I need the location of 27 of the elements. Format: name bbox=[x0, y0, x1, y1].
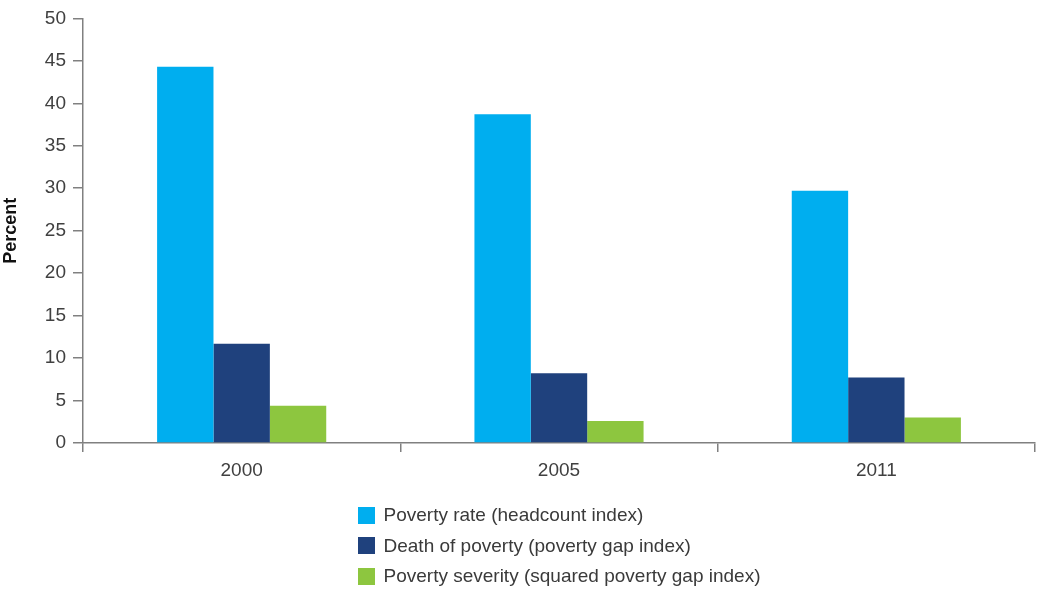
x-tick-label: 2000 bbox=[220, 458, 263, 480]
y-tick-label: 25 bbox=[44, 218, 66, 240]
legend-label: Death of poverty (poverty gap index) bbox=[383, 534, 691, 557]
bar bbox=[791, 190, 849, 443]
bar bbox=[848, 377, 905, 443]
bar bbox=[269, 405, 327, 443]
y-tick-label: 35 bbox=[44, 134, 66, 156]
x-tick-label: 2005 bbox=[537, 458, 581, 480]
x-tick-label: 2011 bbox=[855, 458, 897, 480]
bar bbox=[157, 66, 214, 443]
y-tick-label: 10 bbox=[44, 346, 66, 368]
y-tick-label: 30 bbox=[44, 176, 66, 198]
y-tick-label: 5 bbox=[55, 388, 66, 410]
bar bbox=[213, 343, 270, 443]
y-tick-label: 20 bbox=[44, 261, 66, 283]
bar bbox=[904, 417, 961, 443]
legend-label: Poverty rate (headcount index) bbox=[383, 504, 644, 527]
y-tick-label: 15 bbox=[44, 303, 66, 325]
bar bbox=[530, 373, 588, 443]
y-tick-label: 40 bbox=[44, 91, 66, 113]
bar bbox=[474, 114, 531, 443]
y-tick-label: 0 bbox=[55, 431, 66, 453]
legend-label: Poverty severity (squared poverty gap index) bbox=[383, 565, 761, 588]
bar bbox=[587, 420, 644, 443]
y-tick-label: 45 bbox=[44, 49, 66, 71]
y-axis-title: Percent bbox=[0, 197, 20, 264]
y-tick-label: 50 bbox=[44, 6, 66, 28]
